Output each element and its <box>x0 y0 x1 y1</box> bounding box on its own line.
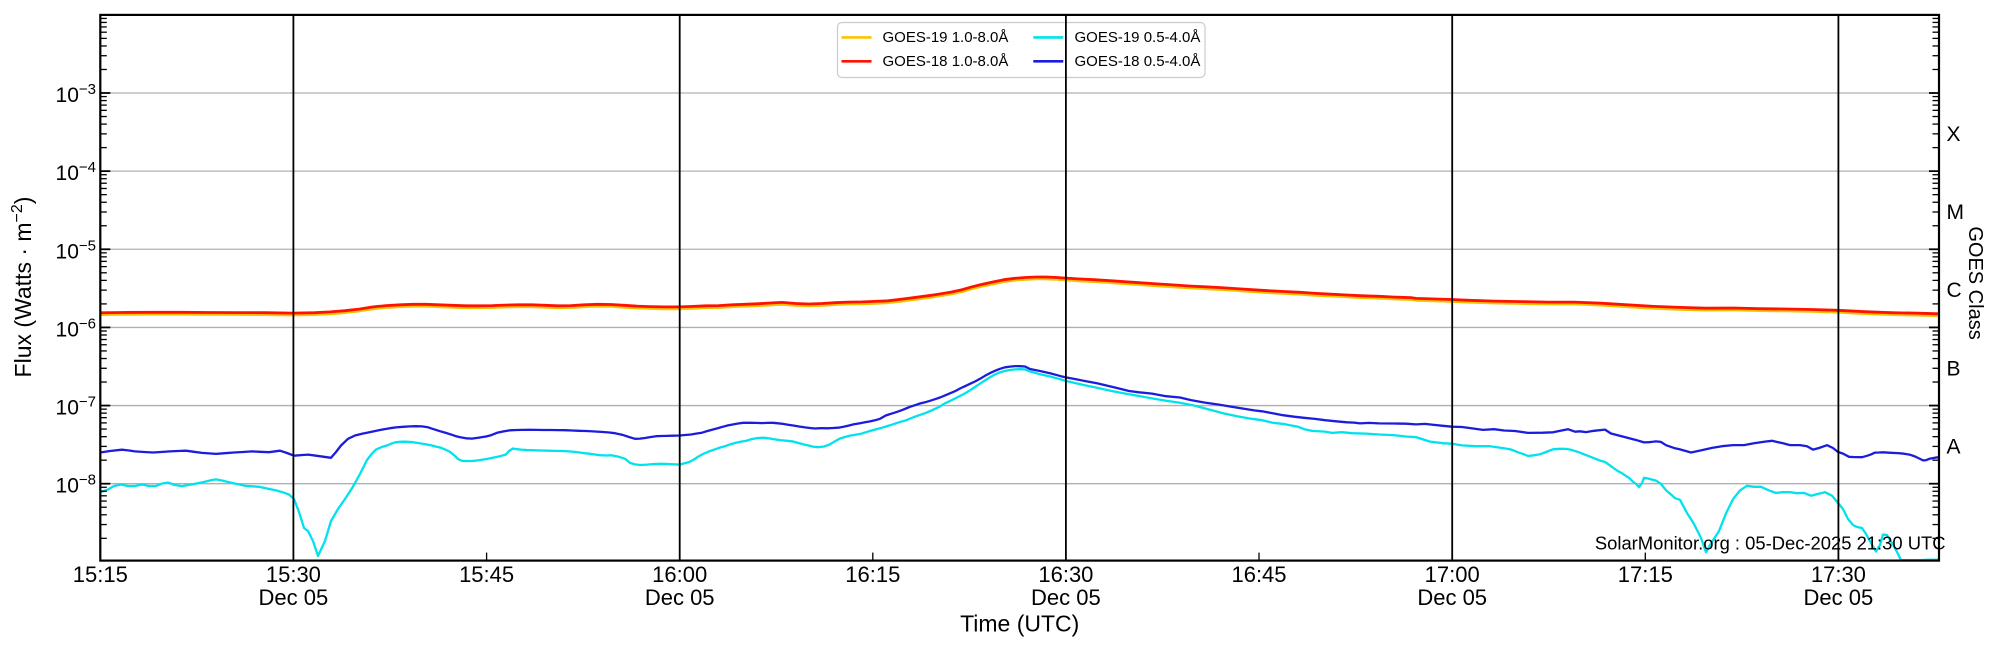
svg-text:15:15: 15:15 <box>73 562 128 587</box>
svg-text:M: M <box>1947 201 1965 224</box>
svg-text:16:30: 16:30 <box>1038 562 1093 587</box>
svg-text:15:30: 15:30 <box>266 562 321 587</box>
svg-text:Dec 05: Dec 05 <box>259 585 329 610</box>
svg-text:GOES-19 0.5-4.0Å: GOES-19 0.5-4.0Å <box>1075 29 1201 46</box>
svg-text:B: B <box>1947 357 1961 380</box>
svg-text:Time (UTC): Time (UTC) <box>960 611 1079 637</box>
svg-text:X: X <box>1947 123 1961 146</box>
svg-text:Dec 05: Dec 05 <box>1804 585 1874 610</box>
svg-text:GOES-19 1.0-8.0Å: GOES-19 1.0-8.0Å <box>883 29 1009 46</box>
svg-text:GOES-18 1.0-8.0Å: GOES-18 1.0-8.0Å <box>883 53 1009 70</box>
svg-text:Flux (Watts · m−2): Flux (Watts · m−2) <box>9 197 36 378</box>
svg-text:16:00: 16:00 <box>652 562 707 587</box>
svg-text:16:15: 16:15 <box>845 562 900 587</box>
svg-text:Dec 05: Dec 05 <box>1417 585 1487 610</box>
svg-text:17:30: 17:30 <box>1811 562 1866 587</box>
svg-text:C: C <box>1947 279 1962 302</box>
svg-text:Dec 05: Dec 05 <box>1031 585 1101 610</box>
svg-text:10−6: 10−6 <box>56 315 96 341</box>
svg-text:A: A <box>1947 436 1961 459</box>
svg-text:16:45: 16:45 <box>1231 562 1286 587</box>
svg-text:Dec 05: Dec 05 <box>645 585 715 610</box>
svg-text:15:45: 15:45 <box>459 562 514 587</box>
svg-text:SolarMonitor.org : 05-Dec-2025: SolarMonitor.org : 05-Dec-2025 21:30 UTC <box>1595 533 1946 554</box>
svg-text:GOES-18 0.5-4.0Å: GOES-18 0.5-4.0Å <box>1075 53 1201 70</box>
svg-text:17:15: 17:15 <box>1618 562 1673 587</box>
svg-text:GOES Class: GOES Class <box>1964 226 1986 339</box>
svg-text:17:00: 17:00 <box>1425 562 1480 587</box>
